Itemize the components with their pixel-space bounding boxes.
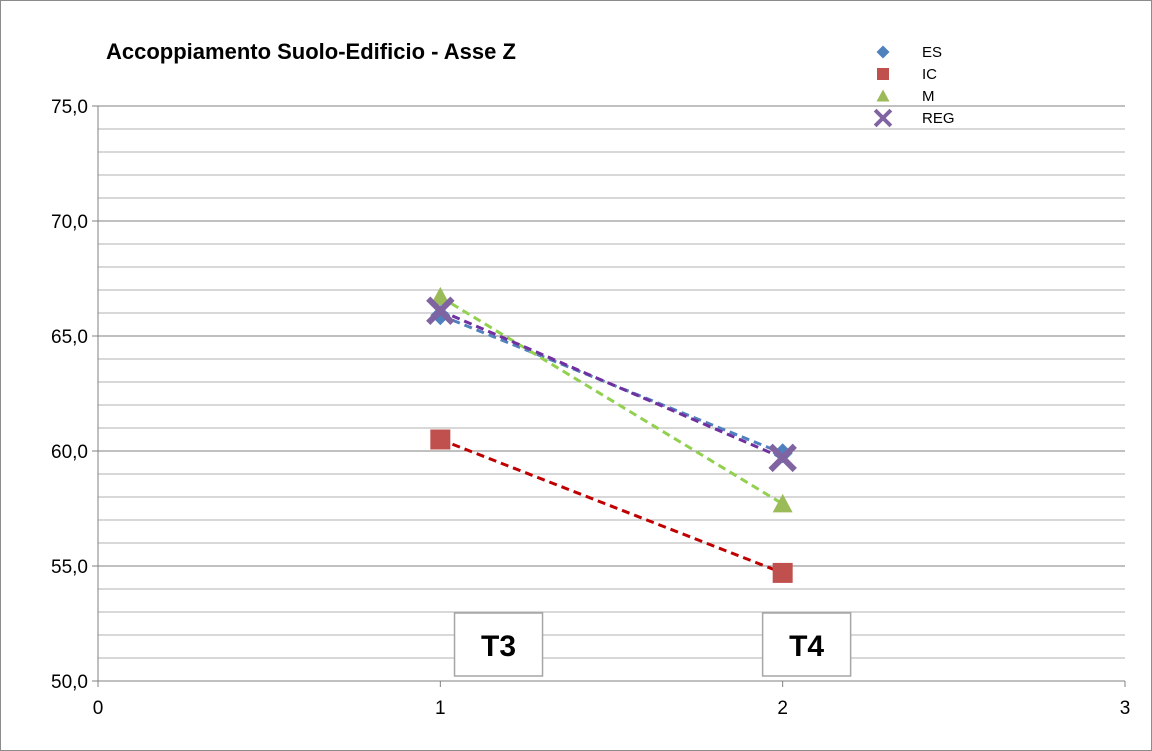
- point-reg: [768, 443, 797, 473]
- y-tick-label: 55,0: [51, 557, 88, 578]
- trendline-reg: [439, 309, 784, 460]
- y-tick-label: 60,0: [51, 442, 88, 463]
- annotation-box: [761, 612, 852, 677]
- gridlines: [98, 105, 1125, 659]
- legend-marker-ic: [877, 68, 889, 80]
- x-tick-label: 1: [435, 698, 446, 719]
- tick-labels: 50,0 55,0 60,0 65,0 70,0 75,0 0 1 2 3: [51, 97, 1130, 719]
- point-es: [430, 305, 451, 326]
- y-tick-label: 50,0: [51, 672, 88, 693]
- y-tick-label: 65,0: [51, 327, 88, 348]
- trendlines: [439, 295, 784, 575]
- x-tick-label: 2: [777, 698, 788, 719]
- axes: [97, 106, 1125, 682]
- legend-label-reg: REG: [922, 110, 955, 127]
- x-tick-label: 0: [93, 698, 104, 719]
- point-es: [772, 443, 793, 464]
- annotations: T3 T4: [453, 612, 852, 677]
- legend-marker-es: [876, 45, 890, 59]
- x-tick-label: 3: [1120, 698, 1131, 719]
- trendline-ic: [439, 438, 784, 575]
- point-m: [772, 493, 793, 513]
- annotation-t3: T3: [453, 612, 544, 677]
- legend-label-es: ES: [922, 44, 942, 61]
- annotation-t4: T4: [761, 612, 852, 677]
- legend: ES IC M REG: [873, 44, 955, 128]
- annotation-label: T4: [789, 630, 824, 663]
- legend-marker-reg: [873, 108, 893, 128]
- y-tick-label: 75,0: [51, 97, 88, 118]
- legend-label-ic: IC: [922, 66, 937, 83]
- legend-label-m: M: [922, 88, 935, 105]
- data-points: [426, 286, 797, 583]
- point-reg: [426, 296, 455, 325]
- chart-title: Accoppiamento Suolo-Edificio - Asse Z: [106, 39, 516, 64]
- y-tick-label: 70,0: [51, 212, 88, 233]
- point-m: [430, 286, 451, 306]
- point-ic: [430, 429, 451, 450]
- annotation-box: [453, 612, 544, 677]
- trendline-m: [439, 295, 784, 506]
- annotation-label: T3: [481, 630, 516, 663]
- legend-marker-m: [876, 89, 890, 102]
- point-ic: [772, 562, 793, 583]
